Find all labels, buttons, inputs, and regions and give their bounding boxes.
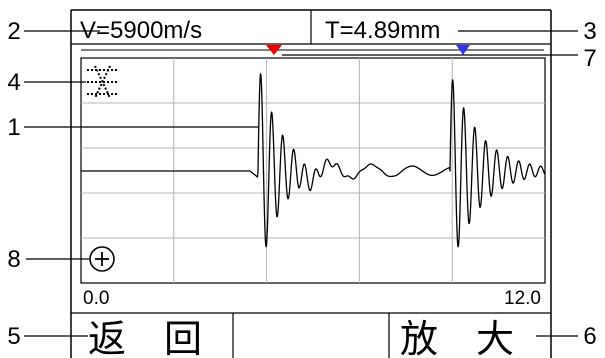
callout-5: 5 — [7, 323, 20, 350]
callout-2: 2 — [7, 18, 20, 45]
screen-frame — [70, 9, 552, 358]
x-axis-min-label: 0.0 — [83, 288, 109, 309]
callout-6: 6 — [583, 323, 596, 350]
callout-8: 8 — [7, 246, 20, 273]
back-softkey-label[interactable]: 返 回 — [88, 317, 202, 358]
circle-plus-icon[interactable] — [89, 246, 115, 272]
gate-marker-1[interactable] — [266, 45, 282, 55]
callout-leaders — [24, 30, 578, 337]
callout-7: 7 — [583, 45, 596, 72]
callout-3: 3 — [583, 18, 596, 45]
waveform-trace — [80, 73, 546, 248]
callout-4: 4 — [7, 69, 20, 96]
gate-marker-2[interactable] — [456, 45, 470, 55]
waveform-plot — [80, 57, 546, 284]
crosshair-dotted-icon[interactable] — [87, 65, 117, 99]
x-axis-max-label: 12.0 — [504, 288, 541, 309]
thickness-readout: T=4.89mm — [325, 17, 440, 44]
velocity-readout: V=5900m/s — [80, 17, 202, 44]
callout-1: 1 — [7, 114, 20, 141]
zoom-softkey-label[interactable]: 放 大 — [400, 317, 514, 358]
